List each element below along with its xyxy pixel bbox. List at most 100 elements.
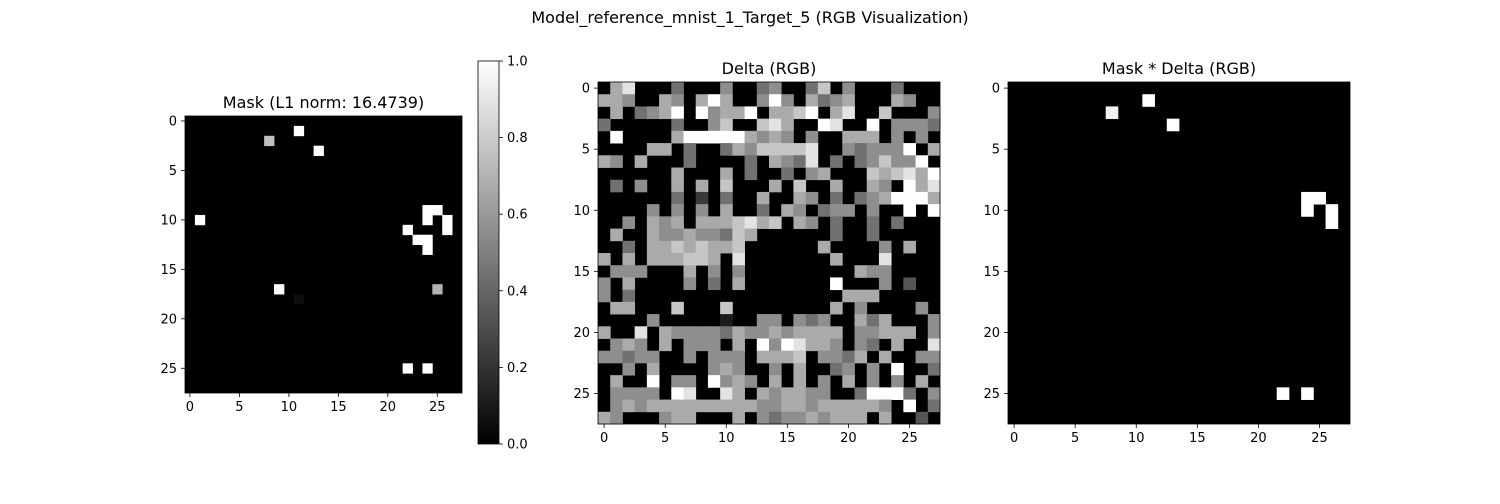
plot2-cell bbox=[903, 399, 916, 413]
plot2-cell bbox=[878, 179, 892, 193]
plot2-cell bbox=[793, 387, 807, 400]
plot2-cell bbox=[830, 350, 843, 364]
plot2-cell bbox=[830, 118, 843, 132]
plot2-cell bbox=[903, 387, 916, 400]
plot2-cell bbox=[707, 399, 721, 413]
plot2-cell bbox=[842, 289, 855, 303]
plot2-cell bbox=[927, 179, 941, 193]
plot2-cell bbox=[756, 130, 770, 144]
plot2-cell bbox=[744, 106, 758, 120]
plot2-cell bbox=[756, 216, 770, 229]
plot2-cell bbox=[683, 326, 697, 339]
plot2-cell bbox=[695, 130, 709, 144]
plot2-xtick-label: 0 bbox=[600, 431, 608, 446]
plot2-cell bbox=[781, 143, 794, 156]
plot2-cell bbox=[671, 118, 684, 132]
plot2-cell bbox=[927, 326, 941, 339]
plot2-cell bbox=[634, 265, 648, 278]
plot2-cell bbox=[927, 399, 941, 413]
plot2-cell bbox=[695, 399, 709, 413]
plot2-cell bbox=[866, 387, 880, 400]
plot2-cell bbox=[622, 362, 636, 376]
plot2-cell bbox=[878, 155, 892, 168]
plot2-cell bbox=[793, 155, 807, 168]
plot2-cell bbox=[720, 228, 733, 242]
plot2-cell bbox=[671, 106, 684, 120]
plot2-cell bbox=[891, 167, 904, 181]
plot2-cell bbox=[817, 82, 831, 95]
plot2-cell bbox=[646, 106, 660, 120]
plot3-cell bbox=[1313, 191, 1326, 205]
plot2-cell bbox=[891, 338, 904, 352]
plot2-cell bbox=[683, 228, 697, 242]
plot1-cell bbox=[442, 224, 453, 236]
plot2-cell bbox=[793, 399, 807, 413]
plot2-cell bbox=[927, 167, 941, 181]
plot2-cell bbox=[854, 143, 868, 156]
plot2-cell bbox=[842, 82, 855, 95]
plot3-xtick-label: 10 bbox=[1128, 431, 1145, 446]
plot2-cell bbox=[756, 118, 770, 132]
plot1-cell bbox=[422, 214, 433, 226]
plot2-cell bbox=[866, 167, 880, 181]
plot2-cell bbox=[769, 411, 782, 425]
plot3-ytick-label: 25 bbox=[983, 387, 1000, 402]
plot2-cell bbox=[903, 143, 916, 156]
plot2-cell bbox=[805, 106, 819, 120]
plot2-cell bbox=[854, 326, 868, 339]
plot2-cell bbox=[683, 240, 697, 254]
plot2-cell bbox=[866, 118, 880, 132]
plot2-cell bbox=[646, 362, 660, 376]
plot2-cell bbox=[854, 314, 868, 327]
plot2-cell bbox=[781, 204, 794, 217]
plot2-cell bbox=[732, 143, 745, 156]
plot3-cell bbox=[1105, 106, 1119, 120]
plot2-cell bbox=[891, 362, 904, 376]
plot3-cell bbox=[1325, 216, 1339, 229]
plot3-cell bbox=[1301, 191, 1314, 205]
plot2-cell bbox=[732, 375, 745, 388]
plot2-cell bbox=[830, 277, 843, 291]
plot2-cell bbox=[866, 204, 880, 217]
plot2-cell bbox=[769, 314, 782, 327]
plot2-cell bbox=[756, 411, 770, 425]
plot2-cell bbox=[769, 94, 782, 107]
plot2-cell bbox=[781, 118, 794, 132]
plot1-cell bbox=[422, 363, 433, 374]
plot2-cell bbox=[927, 118, 941, 132]
plot2-cell bbox=[610, 338, 623, 352]
plot2-cell bbox=[610, 106, 623, 120]
plot2-cell bbox=[866, 399, 880, 413]
plot2-cell bbox=[598, 277, 611, 291]
plot3-background bbox=[1008, 82, 1350, 424]
plot2-cell bbox=[891, 130, 904, 144]
plot1-cell bbox=[422, 244, 433, 255]
plot2-cell bbox=[854, 155, 868, 168]
plot2-cell bbox=[866, 179, 880, 193]
plot2-cell bbox=[793, 338, 807, 352]
plot2-cell bbox=[793, 350, 807, 364]
plot2-cell bbox=[671, 191, 684, 205]
plot2-cell bbox=[610, 82, 623, 95]
plot3-frame bbox=[1007, 81, 1351, 425]
plot2-cell bbox=[598, 253, 611, 266]
plot1-cell bbox=[432, 284, 443, 295]
plot2-cell bbox=[659, 106, 672, 120]
plot2-cell bbox=[744, 143, 758, 156]
plot1-cell bbox=[293, 294, 305, 305]
plot2-cell bbox=[793, 375, 807, 388]
plot2-cell bbox=[683, 350, 697, 364]
plot2-cell bbox=[671, 204, 684, 217]
plot2-cell bbox=[781, 130, 794, 144]
plot2-cell bbox=[817, 167, 831, 181]
plot2-cell bbox=[707, 338, 721, 352]
plot2-cell bbox=[793, 411, 807, 425]
plot2-cell bbox=[805, 314, 819, 327]
plot2-cell bbox=[781, 167, 794, 181]
colorbar bbox=[477, 60, 500, 445]
plot2-cell bbox=[927, 350, 941, 364]
plot2-cell bbox=[610, 155, 623, 168]
plot2-cell bbox=[634, 350, 648, 364]
plot2-cell bbox=[817, 387, 831, 400]
plot1-title: Mask (L1 norm: 16.4739) bbox=[223, 93, 424, 112]
